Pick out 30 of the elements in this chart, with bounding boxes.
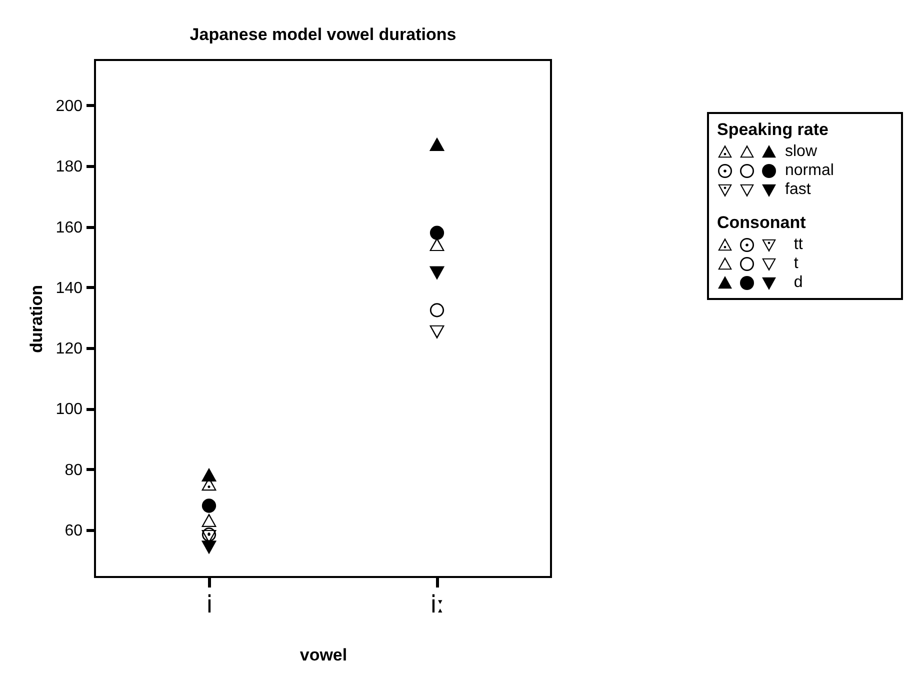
point bbox=[429, 266, 445, 280]
text: tt bbox=[792, 236, 803, 254]
y-tick-label: 200 bbox=[56, 98, 83, 115]
x-tick-label: i bbox=[206, 590, 213, 618]
text: slow bbox=[785, 142, 818, 160]
x-axis-title: vowel bbox=[300, 646, 348, 664]
point bbox=[429, 137, 445, 151]
text: normal bbox=[785, 162, 834, 180]
point bbox=[201, 540, 217, 554]
x-tick-label: iː bbox=[430, 590, 445, 618]
chart-title: Japanese model vowel durations bbox=[190, 25, 456, 44]
y-axis-title: duration bbox=[26, 285, 46, 353]
text: d bbox=[792, 274, 803, 292]
point bbox=[201, 513, 217, 527]
text: fast bbox=[785, 180, 811, 198]
y-tick-label: 180 bbox=[56, 158, 83, 176]
y-tick-label: 80 bbox=[64, 462, 83, 479]
point bbox=[429, 325, 445, 339]
point bbox=[202, 498, 216, 513]
y-tick-label: 120 bbox=[56, 340, 83, 358]
y-tick-label: 160 bbox=[56, 219, 83, 236]
y-tick-label: 100 bbox=[56, 401, 83, 418]
point bbox=[201, 468, 217, 482]
y-tick-label: 60 bbox=[64, 522, 83, 540]
y-tick-label: 140 bbox=[56, 280, 83, 297]
text: Consonant bbox=[717, 213, 807, 233]
legend-title: Speaking rate bbox=[717, 120, 830, 140]
text: t bbox=[792, 254, 798, 272]
point bbox=[430, 303, 444, 318]
point bbox=[430, 226, 444, 240]
